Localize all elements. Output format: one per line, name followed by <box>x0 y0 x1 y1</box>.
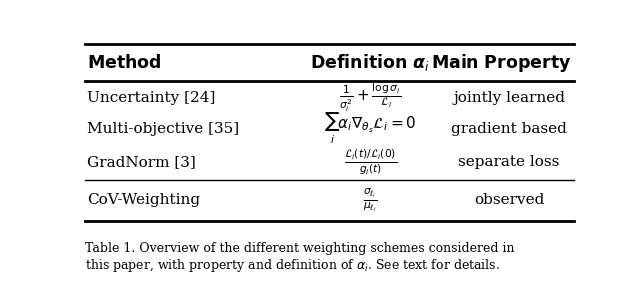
Text: $\frac{1}{\sigma_i^2} + \frac{\log \sigma_i}{\mathcal{L}_i}$: $\frac{1}{\sigma_i^2} + \frac{\log \sigm… <box>339 81 401 114</box>
Text: observed: observed <box>474 193 544 207</box>
Text: $\frac{\sigma_{\ell_i}}{\mu_{\ell_i}}$: $\frac{\sigma_{\ell_i}}{\mu_{\ell_i}}$ <box>363 186 377 214</box>
Text: Table 1. Overview of the different weighting schemes considered in
this paper, w: Table 1. Overview of the different weigh… <box>85 242 515 274</box>
Text: gradient based: gradient based <box>451 122 567 136</box>
Text: Uncertainty [24]: Uncertainty [24] <box>88 91 216 105</box>
Text: separate loss: separate loss <box>458 155 560 169</box>
Text: jointly learned: jointly learned <box>453 91 565 105</box>
Text: Multi-objective [35]: Multi-objective [35] <box>88 122 239 136</box>
Text: CoV-Weighting: CoV-Weighting <box>88 193 200 207</box>
Text: GradNorm [3]: GradNorm [3] <box>88 155 196 169</box>
Text: $\mathbf{Main\ Property}$: $\mathbf{Main\ Property}$ <box>431 52 571 74</box>
Text: $\mathbf{Definition}\ \boldsymbol{\alpha}_i$: $\mathbf{Definition}\ \boldsymbol{\alpha… <box>310 52 430 73</box>
Text: $\sum_i \alpha_i \nabla_{\theta_s} \mathcal{L}_i = 0$: $\sum_i \alpha_i \nabla_{\theta_s} \math… <box>324 112 417 146</box>
Text: $\frac{\mathcal{L}_i(t)/\mathcal{L}_i(0)}{g_i(t)}$: $\frac{\mathcal{L}_i(t)/\mathcal{L}_i(0)… <box>344 147 397 177</box>
Text: $\mathbf{Method}$: $\mathbf{Method}$ <box>88 54 162 72</box>
